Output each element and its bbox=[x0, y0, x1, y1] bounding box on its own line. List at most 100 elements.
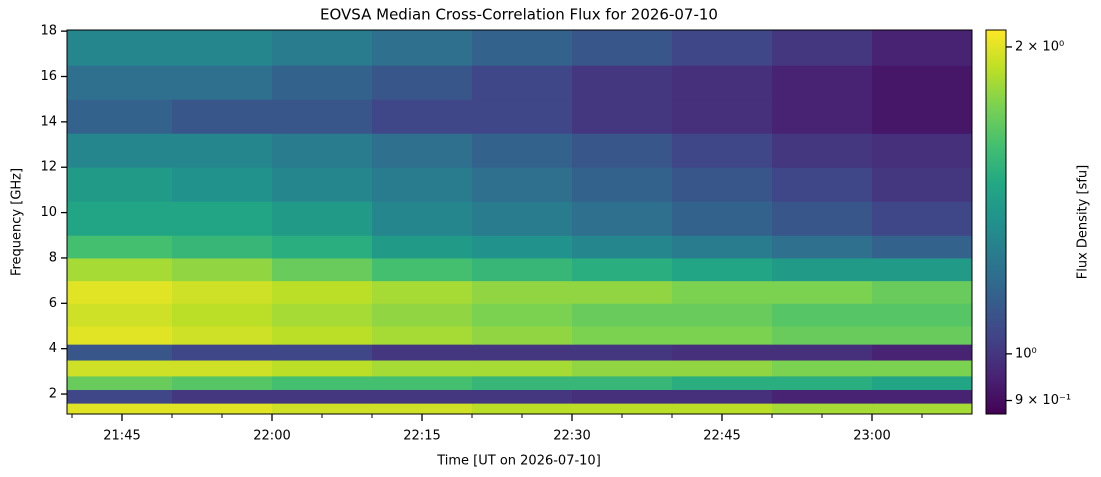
heatmap-cell bbox=[67, 403, 173, 415]
heatmap-cell bbox=[372, 99, 473, 134]
heatmap-cell bbox=[172, 344, 273, 361]
heatmap-cell bbox=[272, 280, 373, 304]
heatmap-cell bbox=[372, 389, 473, 404]
heatmap-cell bbox=[872, 257, 973, 282]
heatmap-cell bbox=[672, 257, 773, 282]
heatmap-cell bbox=[572, 65, 673, 100]
heatmap-cell bbox=[672, 375, 773, 391]
heatmap-cell bbox=[472, 360, 573, 377]
colorbar-label: Flux Density [sfu] bbox=[1076, 165, 1091, 279]
heatmap-cell bbox=[472, 257, 573, 282]
heatmap-cell bbox=[372, 235, 473, 259]
heatmap-cell bbox=[372, 167, 473, 202]
heatmap-cell bbox=[672, 403, 773, 415]
heatmap-cell bbox=[272, 257, 373, 282]
heatmap-cell bbox=[472, 389, 573, 404]
heatmap-cell bbox=[67, 360, 173, 377]
heatmap-cell bbox=[772, 167, 873, 202]
heatmap-cell bbox=[372, 375, 473, 391]
heatmap-cell bbox=[772, 65, 873, 100]
heatmap-cell bbox=[772, 30, 873, 66]
heatmap-cell bbox=[172, 280, 273, 304]
y-tick-label: 18 bbox=[40, 24, 57, 39]
heatmap-cell bbox=[772, 389, 873, 404]
heatmap-cell bbox=[672, 325, 773, 345]
heatmap-cell bbox=[472, 235, 573, 259]
heatmap-cell bbox=[372, 360, 473, 377]
heatmap-cell bbox=[272, 375, 373, 391]
heatmap-cell bbox=[672, 280, 773, 304]
heatmap-cell bbox=[172, 30, 273, 66]
heatmap-cell bbox=[572, 167, 673, 202]
heatmap-cell bbox=[272, 344, 373, 361]
heatmap-cell bbox=[472, 403, 573, 415]
heatmap-cell bbox=[67, 344, 173, 361]
heatmap-cell bbox=[572, 201, 673, 236]
heatmap-cell bbox=[372, 325, 473, 345]
heatmap-cell bbox=[772, 257, 873, 282]
heatmap-cell bbox=[872, 344, 973, 361]
colorbar-tick-label: 2 × 10⁰ bbox=[1015, 39, 1064, 54]
heatmap-cell bbox=[372, 403, 473, 415]
heatmap-cell bbox=[772, 360, 873, 377]
colorbar bbox=[985, 29, 1007, 415]
heatmap-cell bbox=[672, 389, 773, 404]
heatmap-cell bbox=[172, 235, 273, 259]
heatmap-cell bbox=[472, 201, 573, 236]
heatmap-cell bbox=[372, 303, 473, 327]
chart-title: EOVSA Median Cross-Correlation Flux for … bbox=[320, 6, 718, 24]
y-tick-label: 8 bbox=[49, 250, 57, 265]
heatmap-cell bbox=[572, 360, 673, 377]
colorbar-tick-label: 9 × 10⁻¹ bbox=[1015, 393, 1071, 408]
heatmap-cell bbox=[272, 133, 373, 168]
plot-frame bbox=[66, 29, 973, 415]
heatmap-cell bbox=[672, 360, 773, 377]
heatmap-cell bbox=[67, 30, 173, 66]
heatmap-cell bbox=[272, 65, 373, 100]
heatmap-cell bbox=[772, 280, 873, 304]
heatmap-cell bbox=[572, 344, 673, 361]
heatmap-cell bbox=[272, 201, 373, 236]
heatmap-cell bbox=[372, 280, 473, 304]
x-tick-label: 23:00 bbox=[853, 429, 890, 444]
heatmap-cell bbox=[672, 99, 773, 134]
heatmap-cell bbox=[172, 325, 273, 345]
heatmap-cell bbox=[872, 303, 973, 327]
y-tick-label: 16 bbox=[40, 69, 57, 84]
heatmap-cell bbox=[67, 389, 173, 404]
heatmap-cell bbox=[872, 65, 973, 100]
x-tick-label: 22:15 bbox=[403, 429, 440, 444]
heatmap-cell bbox=[772, 133, 873, 168]
x-tick-label: 22:45 bbox=[703, 429, 740, 444]
heatmap-cell bbox=[872, 375, 973, 391]
heatmap-cell bbox=[67, 375, 173, 391]
heatmap-cell bbox=[67, 235, 173, 259]
heatmap-cell bbox=[472, 325, 573, 345]
heatmap-cell bbox=[872, 389, 973, 404]
heatmap-cell bbox=[672, 235, 773, 259]
heatmap-cell bbox=[872, 30, 973, 66]
y-axis-label: Frequency [GHz] bbox=[10, 168, 25, 276]
heatmap-cell bbox=[572, 325, 673, 345]
heatmap-cell bbox=[572, 235, 673, 259]
heatmap-cell bbox=[872, 403, 973, 415]
heatmap-cell bbox=[172, 257, 273, 282]
heatmap-cell bbox=[67, 280, 173, 304]
heatmap-cell bbox=[372, 257, 473, 282]
heatmap-cell bbox=[772, 201, 873, 236]
heatmap-cell bbox=[572, 403, 673, 415]
heatmap-cell bbox=[872, 235, 973, 259]
heatmap-cell bbox=[272, 167, 373, 202]
heatmap-cell bbox=[172, 201, 273, 236]
heatmap-cell bbox=[272, 303, 373, 327]
heatmap-cell bbox=[572, 99, 673, 134]
heatmap-cell bbox=[472, 133, 573, 168]
heatmap-cell bbox=[772, 403, 873, 415]
heatmap-cell bbox=[272, 325, 373, 345]
heatmap-cell bbox=[672, 30, 773, 66]
heatmap-cell bbox=[872, 201, 973, 236]
x-tick-label: 21:45 bbox=[103, 429, 140, 444]
heatmap-cell bbox=[172, 375, 273, 391]
